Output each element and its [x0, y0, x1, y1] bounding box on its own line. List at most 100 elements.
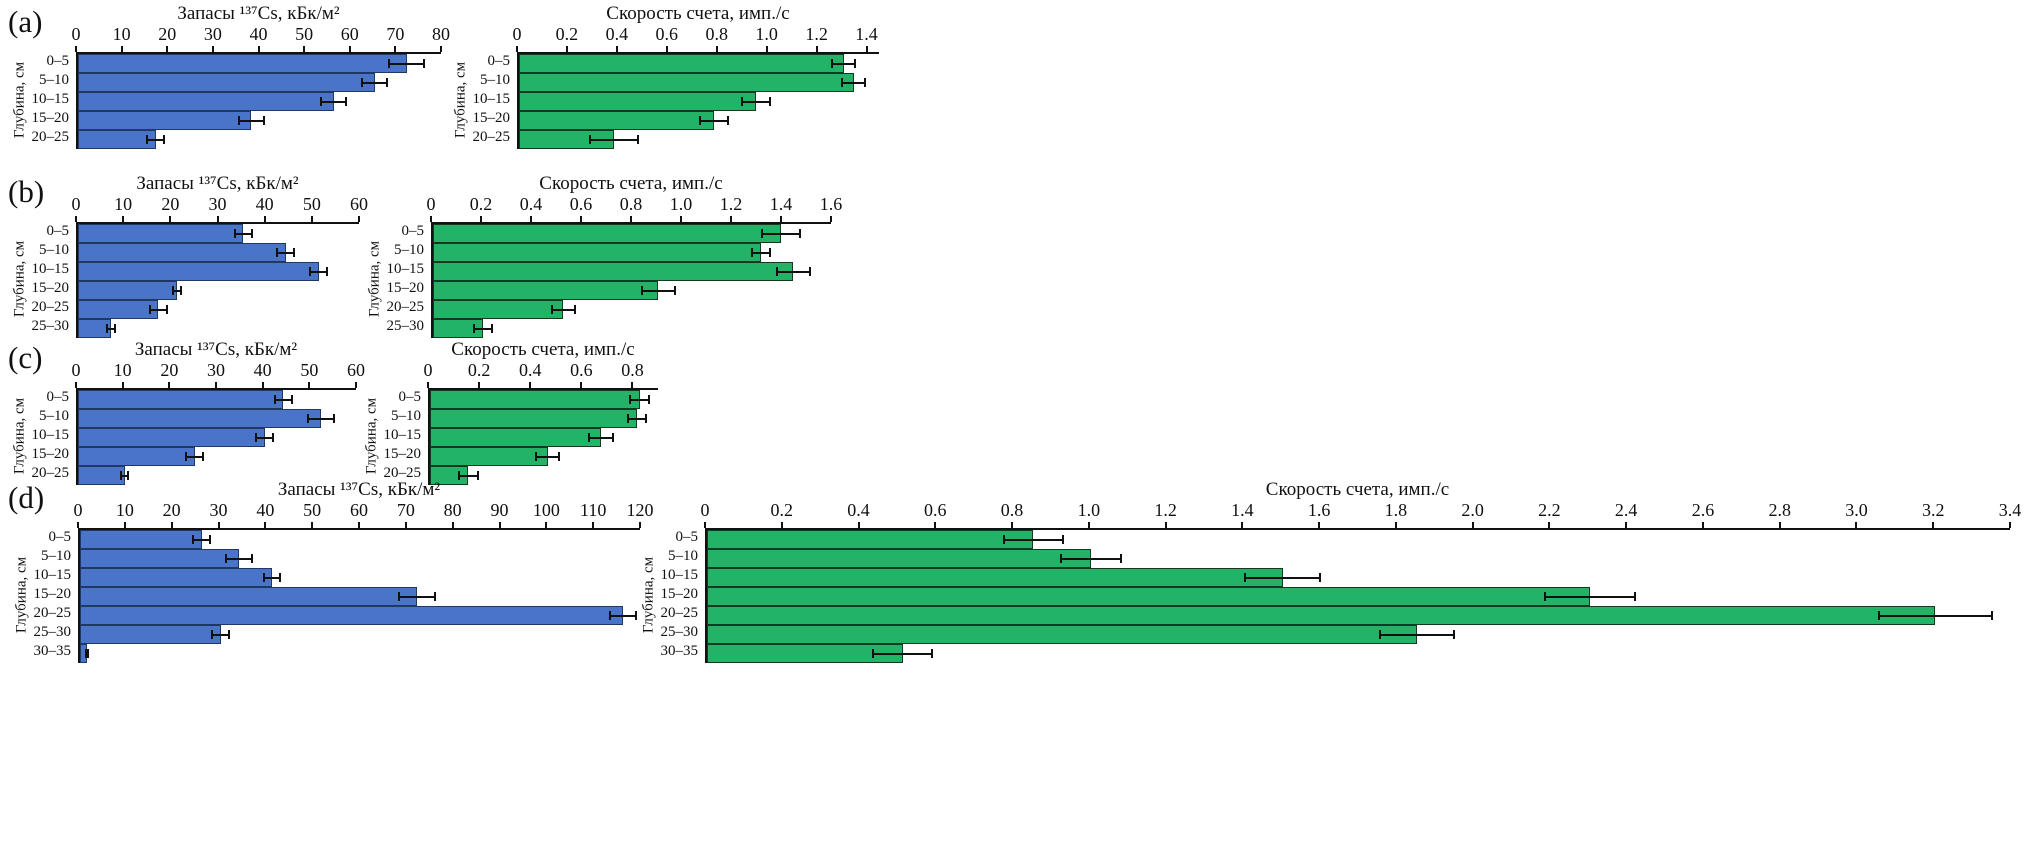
error-bar [588, 135, 639, 144]
category-label: 25–30 [660, 624, 699, 640]
tick-label: 1.0 [669, 194, 693, 214]
chart-d-count-rate: Скорость счета, имп./с Глубина, см 0–5 5–10… [639, 478, 2021, 663]
plot-area: 0 10 20 30 40 50 60 [72, 360, 365, 485]
x-axis: 0 0.2 0.4 0.6 0.8 1.0 1.2 1.4 [513, 24, 879, 52]
tick-mark [120, 46, 123, 52]
error-cap-left [306, 414, 309, 423]
error-cap-left [626, 414, 629, 423]
tick-label: 30 [209, 500, 228, 520]
tick-label: 10 [113, 360, 132, 380]
bar [78, 409, 321, 428]
tick-mark [121, 382, 124, 388]
error-cap-right [279, 573, 282, 582]
tick-mark [529, 382, 532, 388]
bar [433, 224, 781, 243]
error-cap-right [165, 305, 168, 314]
tick-mark [216, 216, 219, 222]
tick-label: 120 [626, 500, 654, 520]
tick-label: 10 [115, 500, 134, 520]
x-axis: 0 10 20 30 40 50 60 70 80 90 100 110 120 [74, 500, 654, 528]
y-axis-label: Глубина, см [11, 240, 28, 318]
error-cap-left [550, 305, 553, 314]
tick-label: 50 [300, 360, 319, 380]
tick-mark [75, 216, 77, 222]
tick-mark [934, 522, 937, 528]
tick-mark [440, 46, 442, 52]
error-cap-left [841, 78, 844, 87]
tick-mark [1164, 522, 1167, 528]
category-label: 20–25 [31, 465, 70, 481]
bar-row [80, 568, 640, 587]
error-cap-right [201, 452, 204, 461]
tick-label: 10 [112, 24, 131, 44]
bar-row [433, 319, 831, 338]
tick-label: 20 [158, 24, 177, 44]
y-axis-label: Глубина, см [452, 61, 469, 138]
category-labels: 0–5 5–10 10–15 15–20 20–25 [362, 388, 428, 483]
error-cap-left [775, 267, 778, 276]
tick-label: 30 [207, 360, 225, 380]
category-labels: 0–5 5–10 10–15 15–20 20–25 25–30 30–35 [12, 528, 78, 661]
error-cap-right [386, 78, 389, 87]
bar-row [433, 281, 831, 300]
bar [707, 530, 1034, 549]
tick-label: 1.0 [1077, 500, 1101, 520]
tick-mark [630, 216, 632, 222]
error-bar [626, 414, 648, 423]
tick-mark [639, 522, 641, 528]
category-label: 20–25 [31, 299, 70, 315]
error-cap-right [808, 267, 811, 276]
category-label: 0–5 [487, 53, 511, 69]
y-axis-label: Глубина, см [13, 556, 30, 633]
category-label: 30–35 [660, 643, 699, 659]
bar-row [707, 587, 2010, 606]
bar-row [430, 428, 658, 447]
tick-label: 1.6 [1307, 500, 1331, 520]
chart-title: Скорость счета, имп./с [451, 339, 635, 360]
bar-row [78, 428, 356, 447]
tick-mark [1087, 522, 1090, 528]
bars-area [78, 528, 640, 663]
bars-area [76, 388, 356, 485]
error-cap-right [209, 535, 212, 544]
tick-mark [311, 522, 314, 528]
tick-label: 0 [71, 194, 81, 214]
tick-mark [122, 216, 125, 222]
error-bar [629, 395, 650, 404]
error-bar [1378, 630, 1456, 639]
bar [707, 587, 1590, 606]
tick-mark [1855, 522, 1858, 528]
error-bar [473, 324, 493, 333]
error-bar [306, 414, 335, 423]
plot-area: 0 0.2 0.4 0.6 0.8 [424, 360, 658, 485]
error-bar [1543, 592, 1636, 601]
tick-label: 30 [208, 194, 227, 214]
tick-label: 1.2 [1154, 500, 1177, 520]
tick-mark [498, 522, 501, 528]
bar-row [433, 243, 831, 262]
tick-mark [830, 216, 832, 222]
tick-mark [615, 46, 618, 52]
error-cap-right [647, 395, 650, 404]
error-bar [609, 611, 638, 620]
category-label: 15–20 [386, 280, 425, 296]
tick-mark [730, 216, 732, 222]
error-cap-left [750, 248, 753, 257]
bar [78, 224, 244, 243]
tick-mark [169, 216, 172, 222]
bar-row [430, 409, 658, 428]
tick-mark [1932, 522, 1935, 528]
error-cap-right [292, 248, 295, 257]
bar [78, 130, 156, 149]
category-label: 20–25 [660, 605, 699, 621]
tick-label: 40 [256, 500, 275, 520]
bar-row [80, 549, 640, 568]
category-label: 0–5 [46, 389, 70, 405]
tick-mark [170, 522, 173, 528]
tick-label: 0.2 [467, 360, 491, 380]
bar-row [78, 319, 359, 338]
error-cap-right [768, 248, 771, 257]
tick-mark [257, 46, 260, 52]
tick-mark [263, 216, 266, 222]
